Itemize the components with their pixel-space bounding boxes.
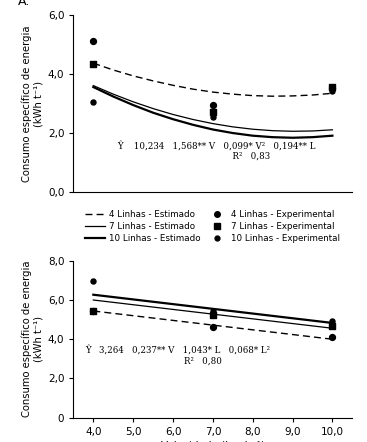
Text: Ŷ    10,234   1,568** V   0,099* V²   0,194** L
                                : Ŷ 10,234 1,568** V 0,099* V² 0,194** L (117, 141, 316, 161)
Text: B.: B. (72, 262, 85, 275)
Y-axis label: Consumo específico de energia
(kWh t⁻¹): Consumo específico de energia (kWh t⁻¹) (22, 261, 44, 418)
X-axis label: Velocidade (km h⁻¹): Velocidade (km h⁻¹) (161, 441, 265, 442)
Point (330, 334, 335, 341)
Point (210, 308, 216, 315)
Point (330, 84, 335, 91)
Point (210, 311, 216, 318)
Point (90, 308, 96, 315)
Point (330, 88, 335, 95)
Point (90, 308, 96, 315)
Point (210, 102, 216, 109)
Point (330, 83, 335, 90)
Text: A.: A. (18, 0, 30, 8)
Point (90, 37, 96, 44)
Text: Ŷ   3,264   0,237** V   1,043* L   0,068* L²
                                   : Ŷ 3,264 0,237** V 1,043* L 0,068* L² (86, 345, 270, 366)
Y-axis label: Consumo específico de energia
(kWh t⁻¹): Consumo específico de energia (kWh t⁻¹) (22, 26, 44, 182)
Point (90, 98, 96, 105)
Point (330, 323, 335, 330)
Point (330, 318, 335, 325)
Point (210, 324, 216, 331)
Point (210, 114, 216, 121)
Point (90, 278, 96, 285)
Legend: 4 Linhas - Estimado, 7 Linhas - Estimado, 10 Linhas - Estimado, 4 Linhas - Exper: 4 Linhas - Estimado, 7 Linhas - Estimado… (82, 206, 344, 247)
Point (90, 61, 96, 68)
Point (210, 109, 216, 116)
